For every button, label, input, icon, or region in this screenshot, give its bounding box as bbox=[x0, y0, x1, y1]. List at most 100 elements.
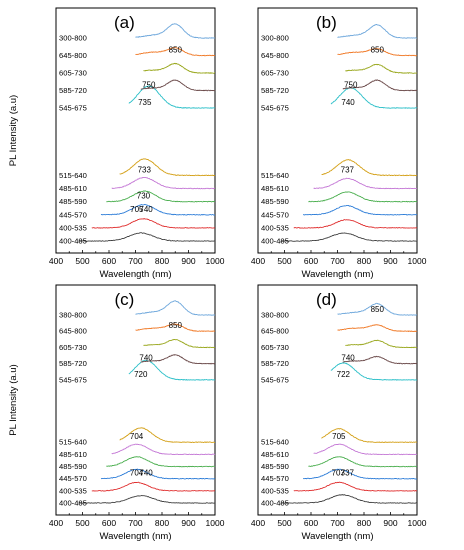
series-label-380-800: 380-800 bbox=[261, 311, 289, 320]
series-line-445-570 bbox=[302, 204, 418, 216]
series-line-485-610 bbox=[111, 443, 216, 456]
peak-label: 737 bbox=[341, 165, 355, 174]
series-label-515-640: 515-640 bbox=[59, 171, 87, 180]
series-line-300-800 bbox=[135, 23, 216, 39]
series-line-605-730 bbox=[143, 62, 216, 74]
x-tick-label: 400 bbox=[251, 518, 265, 528]
series-label-585-720: 585-720 bbox=[261, 86, 289, 95]
series-line-400-535 bbox=[293, 219, 418, 229]
series-line-545-675 bbox=[330, 362, 417, 381]
x-tick-label: 800 bbox=[357, 518, 371, 528]
series-label-400-535: 400-535 bbox=[59, 223, 87, 232]
y-axis-title: PL Intensity (a.u) bbox=[8, 364, 19, 435]
series-line-645-800 bbox=[337, 48, 418, 57]
x-axis-title: Wavelength (nm) bbox=[302, 531, 374, 542]
series-label-605-730: 605-730 bbox=[261, 69, 289, 78]
x-tick-label: 1000 bbox=[206, 518, 225, 528]
x-tick-label: 700 bbox=[128, 256, 142, 266]
x-tick-label: 1000 bbox=[206, 256, 225, 266]
x-tick-label: 900 bbox=[181, 256, 195, 266]
peak-label: 703 bbox=[332, 469, 346, 478]
series-line-585-720 bbox=[342, 355, 418, 365]
series-line-400-485 bbox=[78, 495, 216, 504]
series-label-585-720: 585-720 bbox=[261, 359, 289, 368]
x-tick-label: 800 bbox=[155, 518, 169, 528]
peak-label: 850 bbox=[169, 46, 183, 55]
series-label-545-675: 545-675 bbox=[261, 375, 289, 384]
series-label-485-610: 485-610 bbox=[261, 184, 289, 193]
x-tick-label: 800 bbox=[357, 256, 371, 266]
x-tick-label: 600 bbox=[304, 518, 318, 528]
series-line-485-590 bbox=[106, 456, 216, 468]
peak-label: 722 bbox=[337, 370, 351, 379]
series-label-515-640: 515-640 bbox=[59, 438, 87, 447]
x-axis-title: Wavelength (nm) bbox=[302, 269, 374, 280]
series-line-400-485 bbox=[280, 232, 418, 242]
series-label-380-800: 380-800 bbox=[59, 311, 87, 320]
x-tick-label: 900 bbox=[383, 518, 397, 528]
series-line-400-535 bbox=[293, 481, 418, 492]
y-axis-title: PL Intensity (a.u) bbox=[8, 95, 19, 166]
series-label-485-610: 485-610 bbox=[59, 450, 87, 459]
series-label-400-485: 400-485 bbox=[59, 237, 87, 246]
series-label-515-640: 515-640 bbox=[261, 438, 289, 447]
panel-letter: (d) bbox=[316, 290, 337, 309]
x-tick-label: 400 bbox=[49, 518, 63, 528]
series-label-645-800: 645-800 bbox=[261, 51, 289, 60]
series-label-605-730: 605-730 bbox=[59, 69, 87, 78]
peak-label: 704 bbox=[130, 469, 144, 478]
series-label-400-535: 400-535 bbox=[261, 486, 289, 495]
x-axis-title: Wavelength (nm) bbox=[100, 269, 172, 280]
series-line-515-640 bbox=[119, 427, 215, 443]
series-label-645-800: 645-800 bbox=[59, 51, 87, 60]
series-label-585-720: 585-720 bbox=[59, 359, 87, 368]
series-label-300-800: 300-800 bbox=[59, 34, 87, 43]
series-label-645-800: 645-800 bbox=[59, 327, 87, 336]
series-label-585-720: 585-720 bbox=[59, 86, 87, 95]
series-line-485-590 bbox=[308, 456, 418, 468]
peak-label: 750 bbox=[344, 81, 358, 90]
series-line-645-800 bbox=[337, 324, 418, 332]
peak-label: 705 bbox=[332, 432, 346, 441]
series-label-485-590: 485-590 bbox=[261, 462, 289, 471]
x-tick-label: 500 bbox=[277, 256, 291, 266]
series-line-380-800 bbox=[135, 300, 216, 316]
peak-label: 735 bbox=[138, 98, 152, 107]
x-tick-label: 500 bbox=[75, 518, 89, 528]
series-line-485-590 bbox=[308, 191, 418, 203]
peak-label: 720 bbox=[134, 370, 148, 379]
series-label-485-590: 485-590 bbox=[59, 462, 87, 471]
series-line-485-610 bbox=[313, 177, 418, 190]
peak-label: 733 bbox=[138, 165, 152, 174]
x-axis-title: Wavelength (nm) bbox=[100, 531, 172, 542]
x-tick-label: 400 bbox=[251, 256, 265, 266]
peak-label: 750 bbox=[142, 81, 156, 90]
chart-panel-2: 400 500 600 700 800 900 1000 Wavelength (nm) PL … bbox=[8, 284, 225, 542]
series-label-605-730: 605-730 bbox=[261, 343, 289, 352]
series-line-515-640 bbox=[321, 428, 418, 443]
peak-label: 730 bbox=[137, 192, 151, 201]
peak-label: 740 bbox=[139, 469, 153, 478]
series-label-445-570: 445-570 bbox=[261, 210, 289, 219]
series-label-605-730: 605-730 bbox=[59, 343, 87, 352]
series-label-545-675: 545-675 bbox=[59, 104, 87, 113]
series-line-380-800 bbox=[337, 302, 417, 316]
series-line-400-535 bbox=[91, 218, 216, 229]
chart-panel-3: 400 500 600 700 800 900 1000 Wavelength (nm) (d)… bbox=[251, 284, 427, 542]
series-line-585-720 bbox=[342, 79, 418, 92]
series-line-445-570 bbox=[302, 468, 418, 480]
x-tick-label: 600 bbox=[102, 256, 116, 266]
series-label-485-610: 485-610 bbox=[261, 450, 289, 459]
x-tick-label: 600 bbox=[304, 256, 318, 266]
series-label-400-535: 400-535 bbox=[59, 486, 87, 495]
panel-letter: (b) bbox=[316, 13, 337, 32]
peak-label: 740 bbox=[341, 354, 355, 363]
x-tick-label: 500 bbox=[75, 256, 89, 266]
series-line-605-730 bbox=[143, 338, 216, 349]
peak-label: 850 bbox=[169, 321, 183, 330]
x-tick-label: 400 bbox=[49, 256, 63, 266]
x-tick-label: 700 bbox=[330, 518, 344, 528]
panel-letter: (c) bbox=[114, 290, 134, 309]
series-line-605-730 bbox=[345, 339, 418, 349]
